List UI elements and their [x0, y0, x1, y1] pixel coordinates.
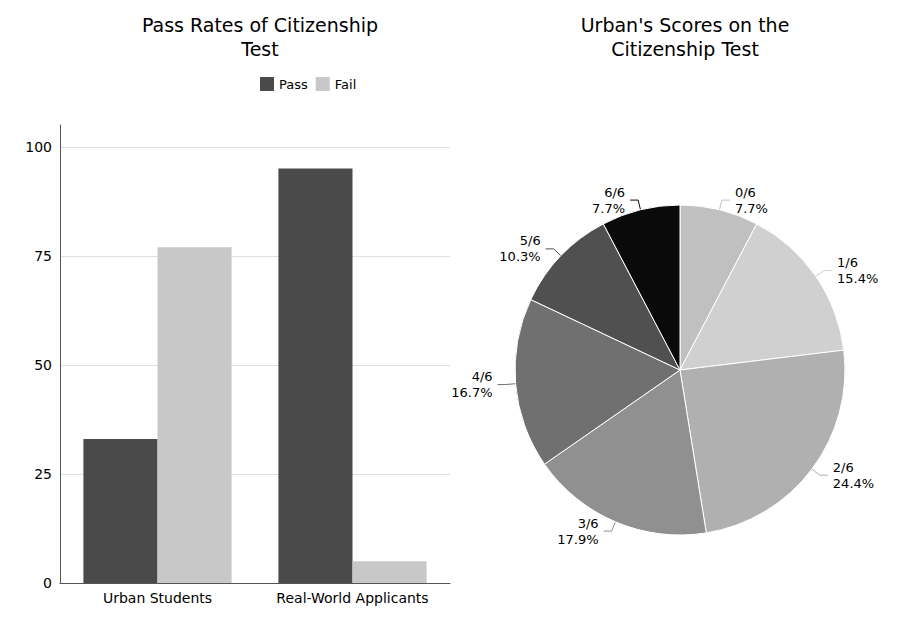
svg-text:5/6: 5/6	[520, 233, 541, 248]
svg-text:0/6: 0/6	[735, 185, 756, 200]
svg-text:15.4%: 15.4%	[837, 271, 878, 286]
svg-text:10.3%: 10.3%	[499, 249, 540, 264]
svg-text:Pass Rates of Citizenship: Pass Rates of Citizenship	[142, 14, 378, 36]
svg-text:50: 50	[34, 357, 52, 373]
svg-text:Fail: Fail	[335, 77, 356, 92]
svg-text:100: 100	[25, 139, 52, 155]
svg-text:Real-World Applicants: Real-World Applicants	[276, 590, 428, 606]
svg-text:75: 75	[34, 248, 52, 264]
svg-text:24.4%: 24.4%	[833, 476, 874, 491]
svg-text:Urban's Scores on the: Urban's Scores on the	[581, 14, 790, 36]
svg-text:7.7%: 7.7%	[735, 201, 768, 216]
svg-text:7.7%: 7.7%	[592, 201, 625, 216]
svg-text:Pass: Pass	[279, 77, 308, 92]
svg-text:6/6: 6/6	[604, 185, 625, 200]
svg-text:1/6: 1/6	[837, 255, 858, 270]
svg-text:2/6: 2/6	[833, 460, 854, 475]
svg-text:4/6: 4/6	[472, 369, 493, 384]
svg-text:Citizenship Test: Citizenship Test	[611, 38, 759, 60]
svg-text:25: 25	[34, 466, 52, 482]
svg-text:Test: Test	[240, 38, 278, 60]
svg-text:3/6: 3/6	[578, 516, 599, 531]
svg-text:Urban Students: Urban Students	[103, 590, 212, 606]
svg-text:0: 0	[43, 575, 52, 591]
svg-text:16.7%: 16.7%	[451, 385, 492, 400]
svg-text:17.9%: 17.9%	[557, 532, 598, 547]
